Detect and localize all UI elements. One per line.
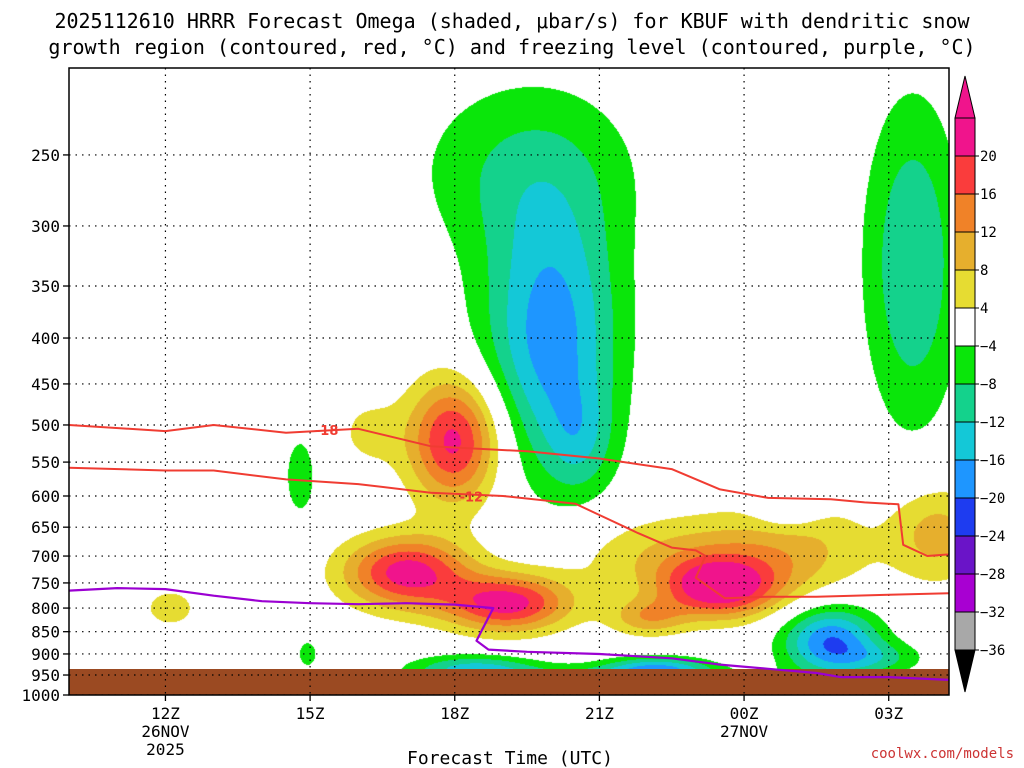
y-tick-label-550: 550 [31, 453, 60, 472]
chart-title-line1: 2025112610 HRRR Forecast Omega (shaded, … [54, 9, 970, 33]
x-tick-label-18Z: 18Z [440, 704, 469, 723]
colorbar-label--8: −8 [980, 377, 997, 393]
x-tick-label-03Z: 03Z [874, 704, 903, 723]
y-tick-label-700: 700 [31, 547, 60, 566]
plot-frame [68, 67, 950, 696]
colorbar-bin--4 [954, 307, 976, 347]
x-axis-title: Forecast Time (UTC) [407, 748, 613, 768]
date-label-0-1: 2025 [146, 740, 185, 759]
y-tick-label-400: 400 [31, 329, 60, 348]
colorbar-bin--32 [954, 573, 976, 613]
colorbar-bin--12 [954, 383, 976, 423]
y-axis: 250 300 350 400 450 500 550 600 650 700 750 800 850 9… [21, 146, 69, 705]
colorbar-under-triangle [954, 649, 976, 693]
date-label-1-0: 27NOV [720, 722, 769, 741]
colorbar-label-16: 16 [980, 187, 997, 203]
colorbar-label--20: −20 [980, 491, 1005, 507]
colorbar-bin--20 [954, 459, 976, 499]
x-tick-label-12Z: 12Z [151, 704, 180, 723]
colorbar-label--24: −24 [980, 529, 1005, 545]
colorbar-bin-8 [954, 231, 976, 271]
y-tick-label-650: 650 [31, 518, 60, 537]
omega-shaded-field [69, 68, 949, 695]
colorbar-label--16: −16 [980, 453, 1005, 469]
colorbar-label--4: −4 [980, 339, 997, 355]
y-tick-label-450: 450 [31, 375, 60, 394]
ground-fill [69, 669, 949, 695]
y-tick-label-250: 250 [31, 146, 60, 165]
colorbar-bin--28 [954, 535, 976, 575]
colorbar-label--36: −36 [980, 643, 1005, 659]
colorbar-bin-4 [954, 269, 976, 309]
colorbar-label-20: 20 [980, 149, 997, 165]
y-tick-label-750: 750 [31, 574, 60, 593]
colorbar-over-triangle [954, 75, 976, 119]
contour-layer: -18 -12 [69, 424, 949, 681]
colorbar: −36 −32 −28 −24 −20 −16 −12 −8 −4 4 8 12 16 20 [954, 75, 1005, 693]
grid-layer [69, 68, 949, 695]
y-tick-label-500: 500 [31, 416, 60, 435]
colorbar-bin-12 [954, 193, 976, 233]
y-tick-label-950: 950 [31, 666, 60, 685]
colorbar-bin-20 [954, 117, 976, 157]
chart-title-line2: growth region (contoured, red, °C) and f… [48, 35, 975, 59]
colorbar-bin--8 [954, 345, 976, 385]
x-tick-label-00Z: 00Z [730, 704, 759, 723]
y-tick-label-1000: 1000 [21, 686, 60, 705]
colorbar-label--28: −28 [980, 567, 1005, 583]
isotherm-minus18-contour [69, 424, 949, 557]
isotherm-minus18-contour-label: -18 [315, 424, 339, 439]
colorbar-label--12: −12 [980, 415, 1005, 431]
colorbar-bin--36 [954, 611, 976, 651]
y-tick-label-800: 800 [31, 599, 60, 618]
y-tick-label-900: 900 [31, 645, 60, 664]
colorbar-bin--16 [954, 421, 976, 461]
x-tick-label-21Z: 21Z [585, 704, 614, 723]
date-label-0-0: 26NOV [141, 722, 190, 741]
x-tick-label-15Z: 15Z [296, 704, 325, 723]
isotherm-minus12-contour [69, 466, 949, 600]
colorbar-label-4: 4 [980, 301, 988, 317]
y-tick-label-600: 600 [31, 487, 60, 506]
isotherm-minus12-contour-label: -12 [460, 490, 484, 505]
y-tick-label-850: 850 [31, 623, 60, 642]
colorbar-label-8: 8 [980, 263, 988, 279]
y-tick-label-350: 350 [31, 277, 60, 296]
freezing-level-contour [69, 587, 949, 681]
colorbar-bin--24 [954, 497, 976, 537]
plot-area: -18 -12 [69, 68, 949, 695]
credit-link[interactable]: coolwx.com/models [871, 746, 1014, 762]
colorbar-label-12: 12 [980, 225, 997, 241]
colorbar-label--32: −32 [980, 605, 1005, 621]
y-tick-label-300: 300 [31, 217, 60, 236]
colorbar-bin-16 [954, 155, 976, 195]
